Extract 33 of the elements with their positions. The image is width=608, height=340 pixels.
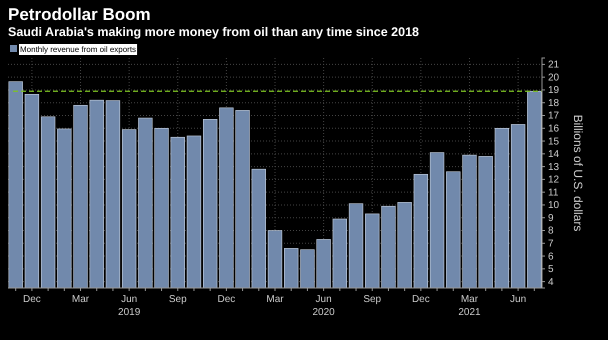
chart-title: Petrodollar Boom [8,5,151,24]
x-tick-label: Dec [412,294,430,305]
y-tick-label: 16 [548,123,560,134]
x-tick-label: Mar [266,294,284,305]
y-tick-label: 10 [548,200,560,212]
y-axis-title: Billions of U.S. dollars [571,114,585,232]
x-tick-label: Mar [72,294,90,305]
x-tick-label: Jun [510,294,526,305]
x-tick-label: Dec [23,294,41,305]
y-tick-label: 12 [548,174,560,186]
y-tick-label: 15 [548,136,560,148]
x-tick-label: Jun 2020 [312,294,336,318]
y-tick-label: 6 [548,251,554,262]
y-tick-label: 19 [548,85,560,96]
y-tick-label: 17 [548,110,560,122]
y-tick-label: 11 [548,187,559,198]
y-tick-label: 9 [548,212,554,224]
y-tick-label: 14 [548,149,560,160]
y-tick-label: 21 [548,60,560,71]
x-tick-label: Jun 2019 [118,294,141,318]
y-tick-label: 5 [548,264,554,276]
x-tick-label: Sep [363,294,382,305]
y-tick-label: 18 [548,98,560,109]
y-tick-label: 4 [548,276,554,288]
x-tick-label: Mar 2021 [458,294,482,318]
y-tick-label: 13 [548,162,560,173]
y-tick-label: 20 [548,72,560,84]
x-tick-label: Sep [168,294,188,305]
y-tick-label: 8 [548,226,554,237]
text: Monthly revenue from oil exports [20,45,136,54]
y-tick-label: 7 [548,238,554,250]
chart-subtitle: Saudi Arabia's making more money from oil than any time since 2018 [8,25,420,39]
x-tick-label: Dec [217,294,236,305]
